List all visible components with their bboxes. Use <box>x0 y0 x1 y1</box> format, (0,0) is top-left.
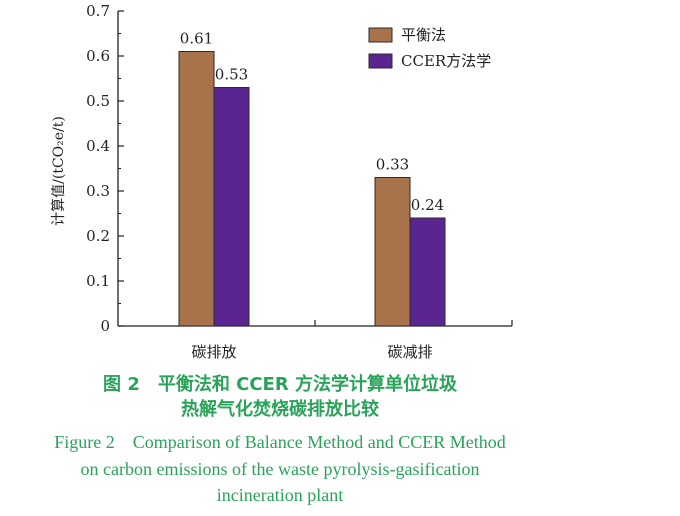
bars <box>178 51 446 327</box>
bar <box>213 87 250 327</box>
bar-value-label: 0.61 <box>180 30 213 48</box>
caption-cn-line2: 热解气化焚烧碳排放比较 <box>181 399 379 420</box>
bar <box>409 217 446 327</box>
y-axis: 0 0.1 0.2 0.3 0.4 0.5 0.6 0.7 <box>86 2 124 335</box>
caption-en-line3: incineration plant <box>216 485 344 505</box>
y-tick-label: 0 <box>100 317 110 335</box>
legend-label: CCER方法学 <box>401 52 491 70</box>
y-tick-label: 0.5 <box>86 92 110 110</box>
bar <box>374 177 411 327</box>
caption-en-line2: on carbon emissions of the waste pyrolys… <box>80 459 480 479</box>
data-labels: 0.61 0.33 0.53 0.24 <box>180 30 444 215</box>
bar-value-label: 0.53 <box>215 66 248 84</box>
y-tick-label: 0.6 <box>86 47 110 65</box>
y-tick-label: 0.2 <box>86 227 110 245</box>
bar <box>178 51 215 327</box>
legend-swatch <box>368 53 393 69</box>
x-tick-label: 碳排放 <box>191 343 236 361</box>
legend-swatch <box>368 27 393 43</box>
y-tick-label: 0.3 <box>86 182 110 200</box>
bar-chart: 00.10.20.30.40.50.60.7 碳排放 碳减排 0.610.330.… <box>51 2 513 361</box>
x-axis: 碳排放 碳减排 <box>118 320 513 361</box>
legend-label: 平衡法 <box>401 26 446 44</box>
caption-cn-line1: 图 2 平衡法和 CCER 方法学计算单位垃圾 <box>103 374 457 395</box>
caption-en-line1: Figure 2 Comparison of Balance Method an… <box>54 432 506 452</box>
y-tick-label: 0.1 <box>86 272 110 290</box>
y-tick-label: 0.7 <box>86 2 110 20</box>
y-axis-title: 计算值/(tCO₂e/t) <box>51 116 67 226</box>
bar-value-label: 0.33 <box>376 156 409 174</box>
bar-value-label: 0.24 <box>411 196 444 214</box>
y-tick-label: 0.4 <box>86 137 110 155</box>
x-tick-label: 碳减排 <box>387 343 432 361</box>
legend: 平衡法 CCER方法学 <box>368 26 491 70</box>
